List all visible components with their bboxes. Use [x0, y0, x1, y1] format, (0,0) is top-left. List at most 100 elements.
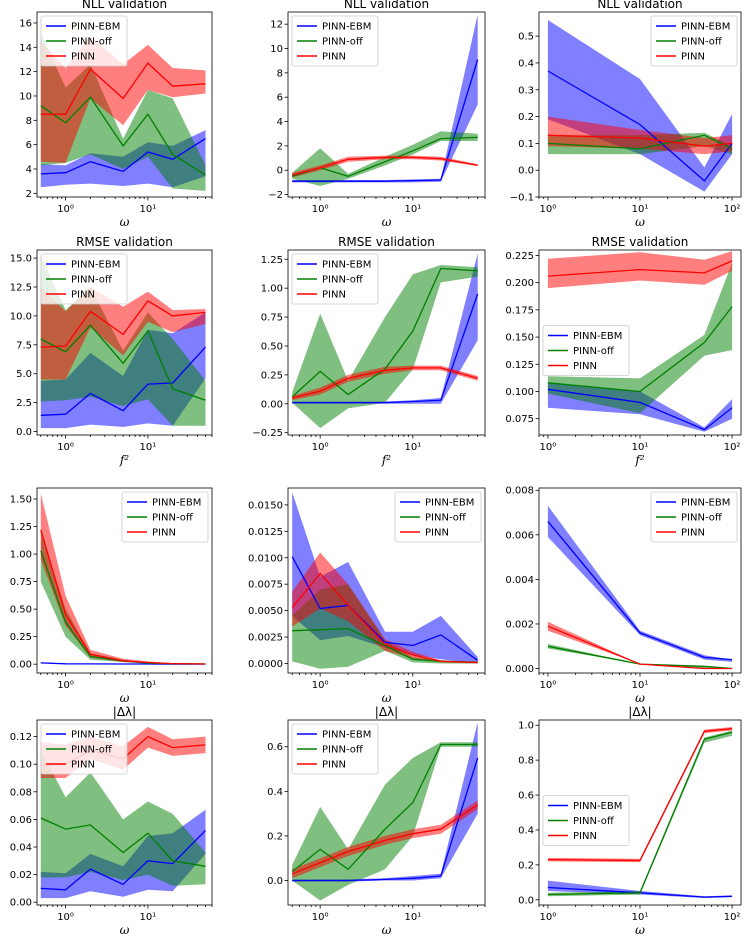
- y-tick-label: 8: [277, 68, 283, 79]
- panel-3: −0.1 0.0 0.1 0.2 0.3 0.4 0.5 10⁰ 10¹ 10² NLL valid…: [510, 0, 742, 229]
- x-tick-label: 10¹: [140, 442, 157, 453]
- band-pinn: [547, 621, 733, 669]
- y-tick-label: 0.3: [518, 85, 534, 96]
- y-tick-label: 4: [26, 165, 32, 176]
- legend-entry: PINN-off: [681, 513, 723, 524]
- y-tick-label: 6: [26, 140, 32, 151]
- x-axis-label: ω: [635, 691, 645, 705]
- band-pinn: [292, 155, 478, 178]
- y-tick-label: 0.8: [518, 756, 534, 767]
- line-pinn-ebm: [291, 556, 479, 661]
- axes-frame: [287, 487, 486, 674]
- y-tick-label: 0.10: [10, 760, 32, 771]
- y-tick-label: 0.00: [10, 898, 32, 909]
- y-tick-label: 0.0000: [248, 659, 283, 670]
- y-tick-label: 0.08: [10, 787, 32, 798]
- axes-frame: [287, 11, 486, 198]
- y-tick-label: 0.0: [518, 166, 534, 177]
- x-tick-label: 10⁰: [540, 680, 557, 691]
- y-tick-label: 0.1: [518, 139, 534, 150]
- legend-entry: PINN-EBM: [681, 498, 730, 509]
- band-pinn-off: [292, 742, 478, 901]
- x-tick-label: 10²: [724, 204, 741, 215]
- band-pinn-off: [547, 263, 733, 414]
- y-tick-label: 0.00: [261, 399, 283, 410]
- line-pinn-ebm: [40, 346, 206, 416]
- y-tick-label: 12: [19, 67, 32, 78]
- legend-entry: PINN-off: [71, 745, 113, 756]
- line-pinn-off: [40, 817, 206, 867]
- y-tick-label: 1.50: [10, 495, 32, 506]
- x-tick-label: 10⁰: [57, 680, 74, 691]
- legend-entry: PINN: [425, 528, 449, 539]
- x-tick-label: 10¹: [632, 442, 649, 453]
- legend-entry: PINN: [152, 528, 176, 539]
- line-pinn: [547, 134, 733, 147]
- plot-area: [40, 32, 206, 191]
- x-tick-label: 10²: [724, 680, 741, 691]
- line-pinn-ebm: [292, 59, 479, 182]
- y-tick-label: 4: [277, 117, 283, 128]
- y-tick-label: 0.006: [505, 530, 534, 541]
- y-tick-label: 0.4: [518, 825, 534, 836]
- y-tick-label: 0.2: [518, 860, 534, 871]
- y-tick-label: 0.0150: [248, 500, 283, 511]
- legend-entry: PINN-EBM: [152, 498, 201, 509]
- line-pinn: [547, 625, 733, 670]
- y-tick-label: 0.008: [505, 486, 534, 497]
- x-tick-label: 10²: [724, 912, 741, 923]
- legend-entry: PINN-EBM: [681, 22, 730, 33]
- panel-title: |Δλ|: [375, 705, 398, 719]
- line-pinn: [292, 367, 478, 399]
- legend-entry: PINN-EBM: [322, 730, 371, 741]
- panel-title: RMSE validation: [338, 235, 435, 249]
- y-tick-label: 0.0075: [248, 580, 283, 591]
- panel-6: 0.075 0.100 0.125 0.150 0.175 0.200 0.225 10⁰ 10…: [505, 235, 742, 467]
- x-tick-label: 10¹: [632, 912, 649, 923]
- line-pinn-ebm: [547, 70, 733, 182]
- x-axis-label: ω: [382, 215, 392, 229]
- legend-entry: PINN: [71, 760, 95, 771]
- x-tick-label: 10⁰: [312, 912, 329, 923]
- legend-entry: PINN-off: [425, 513, 467, 524]
- legend-entry: PINN: [573, 831, 597, 842]
- legend-box: [40, 15, 128, 67]
- y-tick-label: 15.0: [10, 254, 32, 265]
- axes-frame: [36, 719, 213, 906]
- y-tick-label: 16: [19, 18, 32, 29]
- legend-entry: PINN-off: [322, 275, 364, 286]
- y-tick-label: 0.2: [518, 112, 534, 123]
- y-tick-label: 0.04: [10, 843, 32, 854]
- x-tick-label: 10⁰: [312, 680, 329, 691]
- legend-box: [394, 491, 482, 543]
- y-tick-label: −2: [268, 190, 283, 201]
- line-pinn-off: [547, 731, 733, 896]
- plot-area: [291, 722, 479, 901]
- y-tick-label: 0.12: [10, 732, 32, 743]
- y-tick-label: 0.002: [505, 619, 534, 630]
- plot-area: [547, 251, 733, 432]
- x-axis-label: ω: [382, 691, 392, 705]
- legend: PINN-EBM PINN-off PINN: [40, 723, 128, 775]
- x-tick-label: 10⁰: [540, 442, 557, 453]
- plot-area: [547, 727, 733, 898]
- legend-entry: PINN: [322, 760, 346, 771]
- panel-10: 0.00 0.02 0.04 0.06 0.08 0.10 0.12 10⁰ 10¹ |Δλ| ω P…: [10, 705, 213, 936]
- legend: PINN-EBM PINN-off PINN: [542, 795, 630, 846]
- plot-area: [291, 492, 479, 669]
- y-tick-label: 2.5: [16, 398, 32, 409]
- line-pinn: [40, 62, 206, 115]
- y-tick-label: 2: [26, 189, 32, 200]
- panel-8: 0.0000 0.0025 0.0050 0.0075 0.0100 0.0125 0.01…: [248, 487, 486, 705]
- y-tick-label: 1.25: [10, 522, 32, 533]
- panel-title: NLL validation: [82, 0, 167, 11]
- y-tick-label: 0.75: [261, 313, 283, 324]
- legend-entry: PINN: [71, 52, 95, 63]
- band-pinn: [547, 116, 733, 155]
- panel-title: RMSE validation: [592, 235, 689, 249]
- legend: PINN-EBM PINN-off PINN: [394, 491, 482, 543]
- y-tick-label: 0.06: [10, 815, 32, 826]
- x-tick-label: 10¹: [404, 912, 421, 923]
- y-tick-label: 10: [270, 44, 283, 55]
- legend-entry: PINN-EBM: [71, 730, 120, 741]
